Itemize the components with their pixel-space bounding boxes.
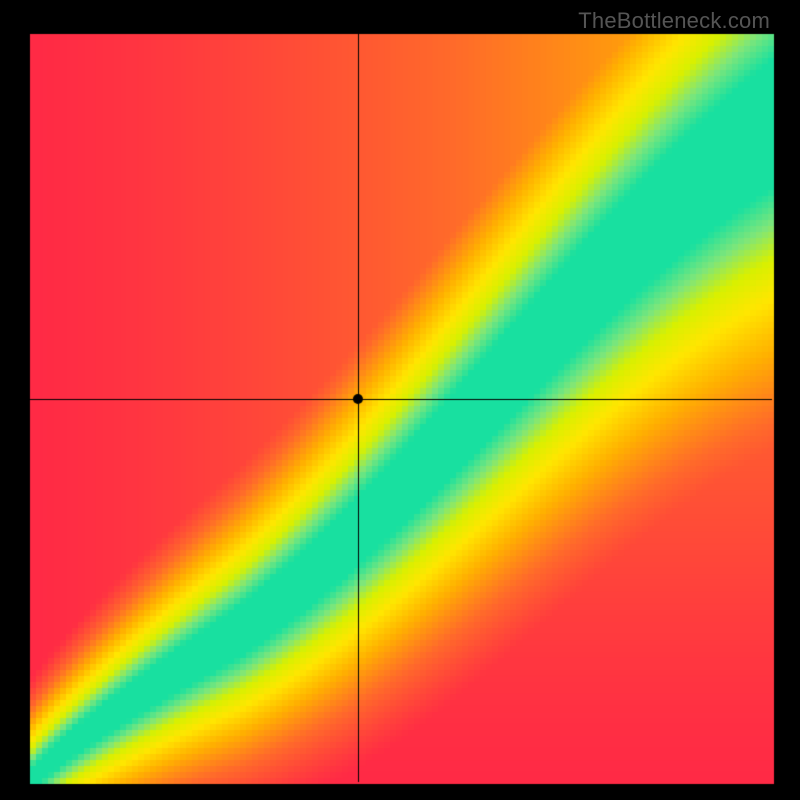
watermark-text: TheBottleneck.com	[578, 8, 770, 34]
heatmap-canvas	[0, 0, 800, 800]
chart-container: TheBottleneck.com	[0, 0, 800, 800]
